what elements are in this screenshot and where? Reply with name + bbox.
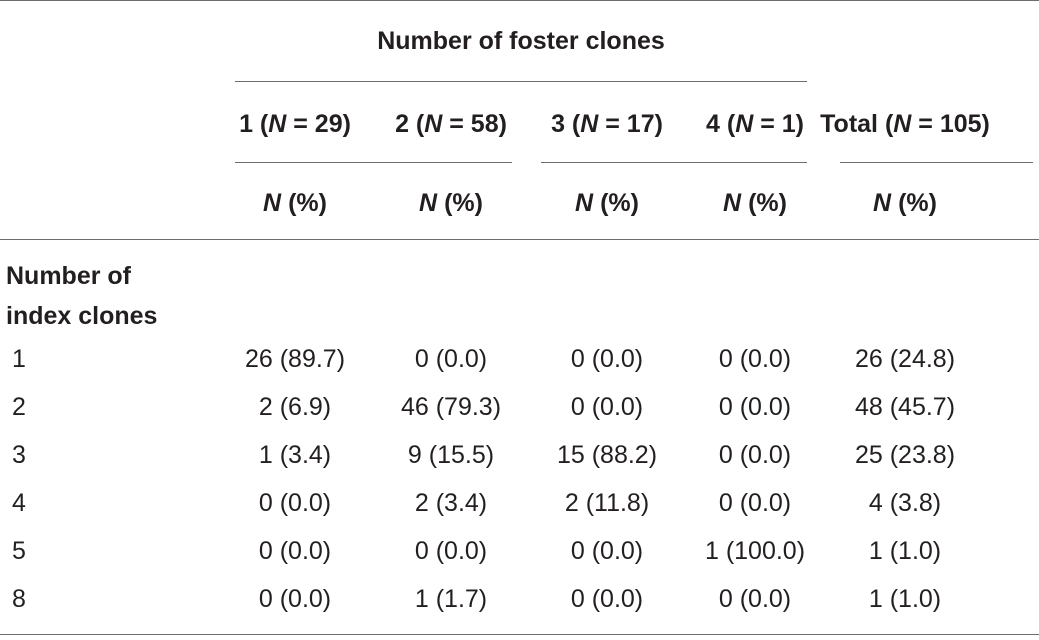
table-cell: 46 (79.3) [400, 393, 502, 421]
column-header-prefix: 4 ( [706, 110, 736, 138]
column-header-prefix: 2 ( [395, 110, 425, 138]
table-cell: 4 (3.8) [868, 489, 942, 517]
column-subheader-2: N (%) [419, 189, 483, 218]
bottom-rule [0, 634, 1039, 635]
table-cell: 1 (3.4) [258, 441, 332, 469]
group-title: Number of foster clones [377, 27, 665, 55]
column-header-n-symbol: N [893, 110, 912, 138]
table-cell: 1 (1.0) [868, 585, 942, 613]
subheader-suffix: (%) [437, 189, 483, 217]
column-header-3: 3 (N = 17) [551, 110, 663, 139]
table-cell: 9 (15.5) [407, 441, 495, 469]
column-header-suffix: = 58) [442, 110, 507, 138]
column-subheader-1: N (%) [263, 189, 327, 218]
header-bottom-rule [0, 239, 1039, 240]
table-cell: 0 (0.0) [258, 585, 332, 613]
table-cell: 1 (100.0) [704, 537, 806, 565]
row-label: 2 [12, 393, 26, 421]
column-header-1: 1 (N = 29) [239, 110, 351, 139]
column-header-2: 2 (N = 58) [395, 110, 507, 139]
column-header-prefix: 1 ( [239, 110, 269, 138]
underline-cols-3-4 [541, 162, 807, 163]
group-underline [235, 81, 807, 82]
table-cell: 0 (0.0) [258, 489, 332, 517]
column-header-suffix: = 17) [598, 110, 663, 138]
table-cell: 2 (3.4) [414, 489, 488, 517]
column-header-4: 4 (N = 1) [706, 110, 804, 139]
table-cell: 0 (0.0) [414, 537, 488, 565]
row-group-label-line2: index clones [6, 302, 158, 330]
table-cell: 0 (0.0) [718, 585, 792, 613]
table-cell: 0 (0.0) [570, 537, 644, 565]
subheader-n-symbol: N [723, 189, 742, 217]
underline-total [840, 162, 1033, 163]
column-subheader-3: N (%) [575, 189, 639, 218]
column-header-n-symbol: N [268, 110, 287, 138]
column-header-suffix: = 1) [753, 110, 804, 138]
table-cell: 0 (0.0) [258, 537, 332, 565]
table-cell: 0 (0.0) [718, 345, 792, 373]
table-cell: 0 (0.0) [570, 345, 644, 373]
row-label: 3 [12, 441, 26, 469]
subheader-n-symbol: N [575, 189, 594, 217]
table-cell: 0 (0.0) [718, 441, 792, 469]
subheader-n-symbol: N [419, 189, 438, 217]
table-cell: 0 (0.0) [718, 393, 792, 421]
table-cell: 1 (1.0) [868, 537, 942, 565]
table-cell: 2 (6.9) [258, 393, 332, 421]
column-header-suffix: = 29) [286, 110, 351, 138]
subheader-n-symbol: N [263, 189, 282, 217]
subheader-suffix: (%) [891, 189, 937, 217]
row-label: 4 [12, 489, 26, 517]
column-header-5: Total (N = 105) [820, 110, 990, 139]
table-cell: 0 (0.0) [570, 393, 644, 421]
subheader-suffix: (%) [281, 189, 327, 217]
underline-cols-1-2 [235, 162, 512, 163]
column-subheader-5: N (%) [873, 189, 937, 218]
table-cell: 26 (89.7) [244, 345, 346, 373]
subheader-n-symbol: N [873, 189, 892, 217]
top-rule [0, 0, 1039, 1]
column-header-suffix: = 105) [911, 110, 990, 138]
table-cell: 1 (1.7) [414, 585, 488, 613]
table-cell: 26 (24.8) [854, 345, 956, 373]
table-cell: 48 (45.7) [854, 393, 956, 421]
table-cell: 0 (0.0) [414, 345, 488, 373]
row-label: 8 [12, 585, 26, 613]
table-cell: 25 (23.8) [854, 441, 956, 469]
column-subheader-4: N (%) [723, 189, 787, 218]
table-cell: 2 (11.8) [564, 489, 650, 517]
column-header-prefix: 3 ( [551, 110, 581, 138]
subheader-suffix: (%) [593, 189, 639, 217]
row-group-label-line1: Number of [6, 262, 131, 290]
column-header-n-symbol: N [424, 110, 443, 138]
column-header-prefix: Total ( [820, 110, 894, 138]
column-header-n-symbol: N [735, 110, 754, 138]
table-cell: 0 (0.0) [570, 585, 644, 613]
subheader-suffix: (%) [741, 189, 787, 217]
table-cell: 15 (88.2) [556, 441, 658, 469]
row-label: 1 [12, 345, 26, 373]
row-label: 5 [12, 537, 26, 565]
table-cell: 0 (0.0) [718, 489, 792, 517]
row-group-label: Number of index clones [6, 256, 157, 336]
column-header-n-symbol: N [580, 110, 599, 138]
